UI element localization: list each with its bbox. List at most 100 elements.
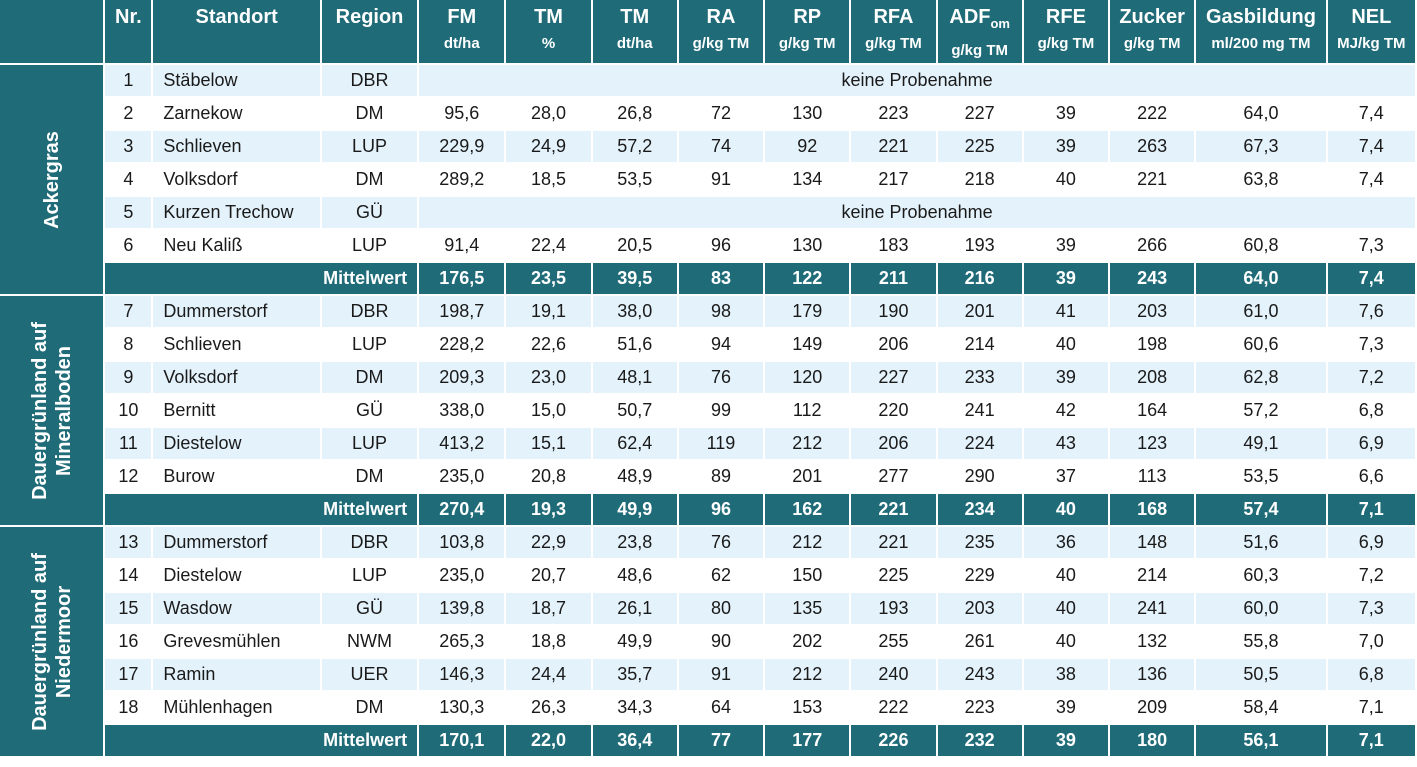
row-value: 91,4 [419, 230, 507, 263]
mean-label: Mittelwert [105, 263, 420, 296]
row-value: 57,2 [1196, 395, 1328, 428]
header-col-unit: g/kg TM [865, 35, 922, 52]
row-standort: Wasdow [153, 593, 322, 626]
row-value: 290 [937, 461, 1024, 494]
row-value: 51,6 [592, 329, 679, 362]
row-value: 90 [678, 626, 766, 659]
row-value: 243 [937, 659, 1024, 692]
row-value: 153 [765, 692, 852, 725]
row-value: 76 [678, 527, 766, 560]
row-value: 15,0 [506, 395, 593, 428]
row-value: 20,5 [592, 230, 679, 263]
row-value: 18,5 [506, 164, 593, 197]
header-gasbildung: Gasbildung ml/200 mg TM [1196, 0, 1328, 65]
row-region: LUP [321, 230, 420, 263]
header-col-name: NEL [1351, 6, 1392, 28]
table-row: 9 Volksdorf DM 209,3 23,0 48,1 76 120 227 233 39 20… [0, 362, 1417, 395]
row-value: 60,6 [1196, 329, 1328, 362]
row-value: 60,8 [1196, 230, 1328, 263]
row-region: LUP [321, 560, 420, 593]
row-region: GÜ [321, 197, 420, 230]
row-value: 261 [937, 626, 1024, 659]
mean-value: 56,1 [1196, 725, 1328, 758]
row-value: 198 [1110, 329, 1197, 362]
group-label: Dauergrünland auf Niedermoor [28, 553, 76, 731]
row-value: 240 [851, 659, 938, 692]
mean-value: 7,4 [1327, 263, 1417, 296]
row-value: 218 [937, 164, 1024, 197]
mean-value: 243 [1110, 263, 1197, 296]
group-label-cell: Dauergrünland auf Niedermoor [0, 527, 106, 758]
row-value: 206 [851, 329, 938, 362]
row-value: 36 [1023, 527, 1111, 560]
row-value: 96 [678, 230, 766, 263]
row-value: 55,8 [1196, 626, 1328, 659]
mean-value: 177 [765, 725, 852, 758]
mean-value: 162 [765, 494, 852, 527]
row-value: 53,5 [1196, 461, 1328, 494]
row-value: 6,6 [1327, 461, 1417, 494]
table-row: 6 Neu Kaliß LUP 91,4 22,4 20,5 96 130 183 193 39 26… [0, 230, 1417, 263]
row-value: 112 [765, 395, 852, 428]
table-row: 11 Diestelow LUP 413,2 15,1 62,4 119 212 206 224 4… [0, 428, 1417, 461]
row-note: keine Probenahme [419, 65, 1417, 98]
header-zucker: Zucker g/kg TM [1110, 0, 1197, 65]
row-standort: Diestelow [153, 428, 322, 461]
row-value: 60,3 [1196, 560, 1328, 593]
row-value: 146,3 [419, 659, 507, 692]
header-col-unit: g/kg TM [951, 42, 1009, 59]
row-value: 57,2 [592, 131, 679, 164]
row-region: LUP [321, 428, 420, 461]
row-value: 221 [851, 131, 938, 164]
header-nr: Nr. [105, 0, 154, 65]
row-value: 95,6 [419, 98, 507, 131]
table-row: 12 Burow DM 235,0 20,8 48,9 89 201 277 290 37 113 53… [0, 461, 1417, 494]
row-standort: Volksdorf [153, 164, 322, 197]
row-value: 120 [765, 362, 852, 395]
row-value: 49,1 [1196, 428, 1328, 461]
header-col-name: RFA [873, 6, 914, 28]
row-value: 255 [851, 626, 938, 659]
row-standort: Diestelow [153, 560, 322, 593]
mean-row: Mittelwert 270,4 19,3 49,9 96 162 221 234 40 168 5… [0, 494, 1417, 527]
mean-value: 176,5 [419, 263, 507, 296]
row-value: 94 [678, 329, 766, 362]
row-value: 18,8 [506, 626, 593, 659]
row-value: 203 [937, 593, 1024, 626]
row-region: DBR [321, 65, 420, 98]
row-value: 225 [851, 560, 938, 593]
row-value: 53,5 [592, 164, 679, 197]
row-value: 208 [1110, 362, 1197, 395]
row-value: 7,2 [1327, 362, 1417, 395]
header-adf: ADFom g/kg TM [937, 0, 1024, 65]
row-value: 214 [1110, 560, 1197, 593]
row-value: 92 [765, 131, 852, 164]
row-region: DBR [321, 527, 420, 560]
header-col-name: Zucker [1119, 6, 1185, 28]
row-value: 43 [1023, 428, 1111, 461]
row-standort: Volksdorf [153, 362, 322, 395]
row-value: 212 [765, 659, 852, 692]
row-nr: 3 [105, 131, 154, 164]
row-value: 6,9 [1327, 428, 1417, 461]
row-value: 60,0 [1196, 593, 1328, 626]
row-value: 227 [851, 362, 938, 395]
row-value: 67,3 [1196, 131, 1328, 164]
row-nr: 6 [105, 230, 154, 263]
header-col-unit: g/kg TM [692, 35, 750, 52]
table-row: 5 Kurzen Trechow GÜ keine Probenahme [0, 197, 1417, 230]
row-value: 224 [937, 428, 1024, 461]
row-value: 190 [851, 296, 938, 329]
mean-value: 77 [678, 725, 766, 758]
row-value: 98 [678, 296, 766, 329]
row-value: 235,0 [419, 461, 507, 494]
row-value: 18,7 [506, 593, 593, 626]
row-value: 222 [851, 692, 938, 725]
row-value: 235 [937, 527, 1024, 560]
row-value: 241 [1110, 593, 1197, 626]
table-row: 8 Schlieven LUP 228,2 22,6 51,6 94 149 206 214 40 1… [0, 329, 1417, 362]
row-value: 39 [1023, 230, 1111, 263]
row-value: 139,8 [419, 593, 507, 626]
row-value: 6,9 [1327, 527, 1417, 560]
row-standort: Burow [153, 461, 322, 494]
